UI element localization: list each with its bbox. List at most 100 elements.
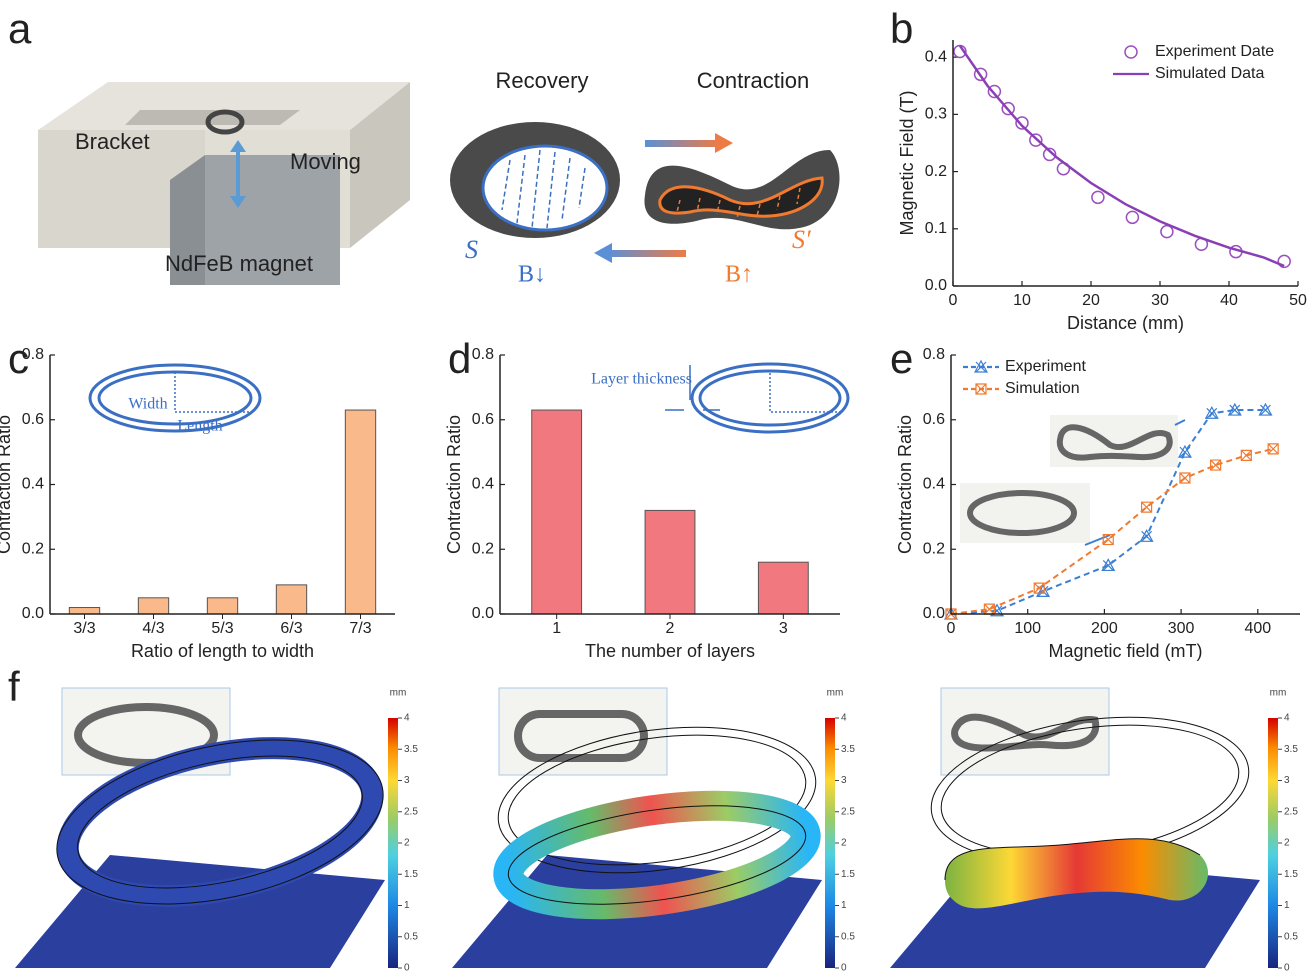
- ring-recovery: [450, 122, 620, 238]
- x-tick-label: 3: [779, 620, 788, 637]
- x-tick-label: 0: [949, 292, 958, 309]
- x-tick-label: 200: [1091, 620, 1118, 637]
- y-tick-label: 0.8: [22, 346, 44, 363]
- y-tick-label: 0.0: [22, 605, 44, 622]
- colorbar-tick-label: 3: [404, 775, 410, 786]
- x-tick-label: 40: [1220, 292, 1238, 309]
- colorbar-unit: mm: [827, 688, 844, 699]
- panel-label: c: [8, 335, 29, 382]
- y-tick-label: 0.2: [923, 540, 945, 557]
- colorbar-tick-label: 2: [404, 838, 410, 849]
- colorbar-tick-label: 1: [404, 900, 410, 911]
- marker: [953, 44, 967, 59]
- marker: [1015, 116, 1029, 130]
- y-tick-label: 0.6: [472, 411, 494, 428]
- y-tick-label: 0.4: [22, 476, 44, 493]
- x-tick-label: 10: [1013, 292, 1031, 309]
- y-tick-label: 0.2: [925, 163, 947, 180]
- simulation-render: [15, 687, 1260, 968]
- y-tick-label: 0.2: [22, 540, 44, 557]
- marker: [1042, 147, 1057, 162]
- colorbar-tick-label: 2: [1284, 838, 1290, 849]
- y-tick-label: 0.0: [925, 277, 947, 294]
- marker: [1267, 443, 1279, 455]
- marker-shape: [1101, 558, 1116, 572]
- y-axis-label: Contraction Ratio: [895, 415, 915, 554]
- colorbar-tick-label: 2.5: [1284, 806, 1298, 817]
- bar: [757, 561, 809, 615]
- label: Moving: [290, 149, 361, 174]
- marker-shape: [1240, 449, 1252, 461]
- colorbar-tick-label: 0: [841, 963, 847, 974]
- x-axis-label: Distance (mm): [1067, 313, 1184, 333]
- colorbar-tick-label: 2: [841, 838, 847, 849]
- legend-label: Simulation: [1005, 380, 1080, 397]
- colorbar-tick-label: 1: [841, 900, 847, 911]
- marker-shape: [1125, 210, 1140, 225]
- marker: [1102, 533, 1114, 546]
- colorbar-unit: mm: [390, 688, 407, 699]
- inset-ellipse: [88, 363, 262, 433]
- marker-shape: [953, 44, 967, 59]
- series-line: [950, 447, 1274, 615]
- panel-label: f: [8, 663, 20, 710]
- bar: [68, 607, 101, 615]
- x-tick-label: 6/3: [280, 620, 302, 637]
- bar: [275, 584, 308, 615]
- colorbar-tick-label: 1.5: [1284, 869, 1298, 880]
- label: S: [465, 235, 478, 264]
- arrows: [594, 133, 733, 263]
- marker-shape: [1160, 224, 1174, 239]
- x-tick-label: 20: [1082, 292, 1100, 309]
- colorbar-tick-label: 3.5: [841, 744, 855, 755]
- legend-label: Experiment Date: [1155, 43, 1274, 60]
- marker: [1258, 402, 1273, 416]
- y-tick-label: 0.4: [472, 476, 494, 493]
- panel-label: e: [890, 335, 913, 382]
- colorbar-tick-label: 1: [1284, 900, 1290, 911]
- panel-label: d: [448, 335, 471, 382]
- colorbar-tick-label: 2.5: [404, 806, 418, 817]
- x-tick-label: 50: [1289, 292, 1307, 309]
- y-tick-label: 0.4: [925, 48, 947, 65]
- marker: [1125, 210, 1140, 225]
- marker: [1033, 582, 1045, 594]
- marker-shape: [1258, 402, 1273, 416]
- colorbar-tick-label: 0: [404, 963, 410, 974]
- marker: [1091, 190, 1105, 205]
- x-axis-label: Magnetic field (mT): [1048, 641, 1202, 661]
- x-axis-label: The number of layers: [585, 641, 755, 661]
- legend-label: Simulated Data: [1155, 65, 1264, 82]
- marker: [1277, 254, 1291, 269]
- panel-label: a: [8, 5, 32, 52]
- x-tick-label: 1: [552, 620, 561, 637]
- marker: [973, 67, 988, 82]
- ring-contracted: [644, 150, 840, 230]
- marker: [1210, 459, 1222, 471]
- colorbar-tick-label: 0: [1284, 963, 1290, 974]
- y-axis-label: Contraction Ratio: [444, 415, 464, 554]
- marker-shape: [1001, 101, 1015, 116]
- colorbar-tick-label: 0.5: [404, 931, 418, 942]
- colorbar: [1268, 718, 1278, 968]
- marker-shape: [1102, 533, 1114, 546]
- colorbar-tick-label: 3.5: [1284, 744, 1298, 755]
- legend-label: Experiment: [1005, 358, 1086, 375]
- x-tick-label: 3/3: [73, 620, 95, 637]
- marker-shape: [1179, 472, 1191, 484]
- bar: [644, 509, 696, 615]
- marker-shape: [1091, 190, 1105, 205]
- marker: [1124, 45, 1138, 59]
- x-tick-label: 400: [1244, 620, 1271, 637]
- marker-shape: [975, 383, 987, 395]
- bar: [531, 409, 583, 615]
- label: B↓: [518, 262, 546, 288]
- marker-shape: [987, 84, 1002, 99]
- marker: [1227, 402, 1242, 416]
- inset-label: Length: [177, 418, 222, 435]
- label: B↑: [725, 262, 753, 288]
- bar: [344, 409, 377, 615]
- photo-inset: [960, 415, 1186, 546]
- series-line: [958, 45, 1285, 268]
